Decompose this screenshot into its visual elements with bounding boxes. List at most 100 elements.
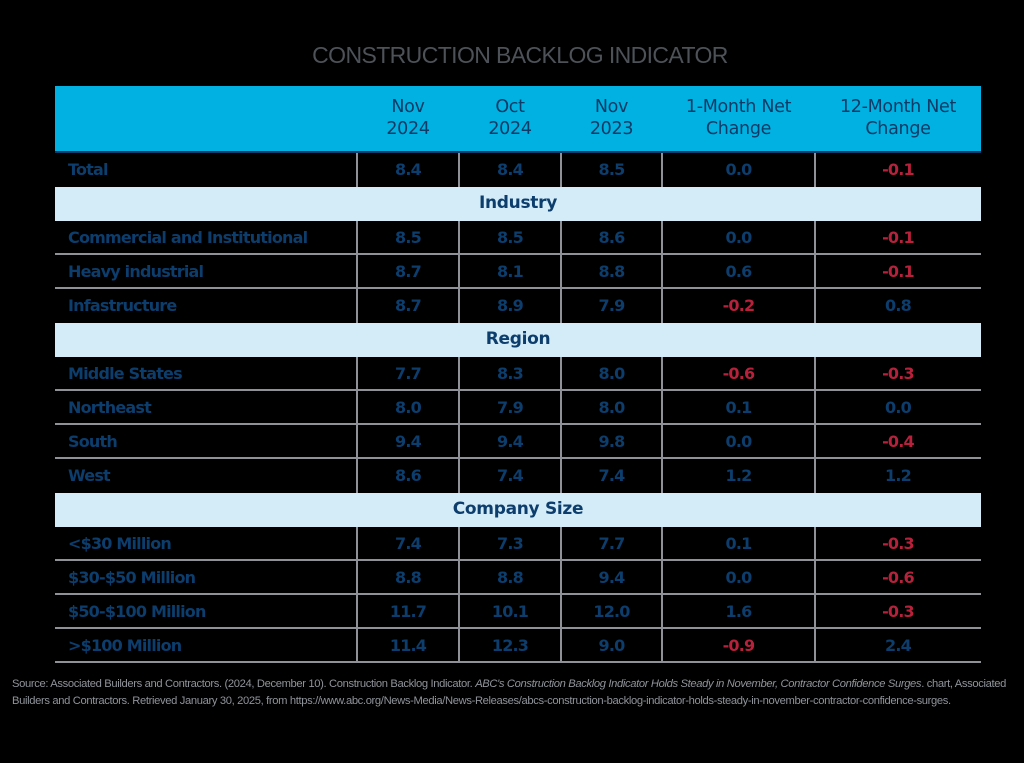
- column-divider: [560, 425, 562, 457]
- value-cell: 8.6: [598, 228, 626, 247]
- value-cell: 7.4: [598, 466, 626, 485]
- column-divider: [661, 255, 663, 287]
- column-divider: [356, 255, 358, 287]
- row-label: Northeast: [68, 398, 152, 417]
- value-cell: 7.4: [497, 466, 524, 485]
- section-band-industry: Industry: [55, 187, 981, 221]
- column-divider: [458, 255, 460, 287]
- column-divider: [814, 255, 816, 287]
- column-divider: [814, 221, 816, 253]
- column-divider: [356, 391, 358, 423]
- value-cell: 0.1: [725, 534, 753, 553]
- section-band-company-size: Company Size: [55, 493, 981, 527]
- value-cell: 8.0: [395, 398, 422, 417]
- value-cell: -0.3: [882, 602, 915, 621]
- column-divider: [356, 629, 358, 661]
- column-divider: [458, 629, 460, 661]
- value-cell: -0.1: [882, 228, 915, 247]
- row-label: $50-$100 Million: [68, 602, 206, 621]
- column-divider: [458, 425, 460, 457]
- column-divider: [814, 289, 816, 323]
- value-cell: 8.0: [598, 398, 626, 417]
- value-cell: -0.1: [882, 262, 915, 281]
- value-cell: 9.8: [598, 432, 626, 451]
- column-divider: [661, 629, 663, 661]
- header-nov-2024: Nov 2024: [386, 97, 430, 139]
- value-cell: 0.6: [725, 262, 753, 281]
- column-divider: [356, 459, 358, 493]
- row-label: $30-$50 Million: [68, 568, 196, 587]
- table-row: $50-$100 Million 11.7 10.1 12.0 1.6 -0.3: [55, 595, 981, 629]
- value-cell: 12.3: [491, 636, 529, 655]
- section-title: Region: [485, 329, 551, 349]
- column-divider: [560, 595, 562, 627]
- value-cell: 1.2: [885, 466, 912, 485]
- column-divider: [560, 391, 562, 423]
- value-cell: 10.1: [491, 602, 529, 621]
- row-label: >$100 Million: [68, 636, 182, 655]
- column-divider: [560, 153, 562, 187]
- column-divider: [356, 527, 358, 559]
- column-divider: [814, 629, 816, 661]
- column-divider: [814, 425, 816, 457]
- value-cell: 0.8: [885, 296, 912, 315]
- column-divider: [458, 221, 460, 253]
- column-divider: [458, 561, 460, 593]
- section-band-region: Region: [55, 323, 981, 357]
- row-label: Middle States: [68, 364, 183, 383]
- column-divider: [458, 153, 460, 187]
- value-cell: 9.0: [598, 636, 626, 655]
- value-cell: 8.5: [497, 228, 524, 247]
- value-cell: 1.2: [725, 466, 753, 485]
- column-divider: [814, 561, 816, 593]
- column-divider: [458, 459, 460, 493]
- header-oct-2024: Oct 2024: [488, 97, 532, 139]
- table-row: <$30 Million 7.4 7.3 7.7 0.1 -0.3: [55, 527, 981, 561]
- value-cell: -0.3: [882, 364, 915, 383]
- column-divider: [661, 425, 663, 457]
- value-cell: 8.8: [395, 568, 422, 587]
- table-header: Nov 2024 Oct 2024 Nov 2023 1-Month Net Chang…: [55, 86, 981, 153]
- value-cell: 9.4: [598, 568, 626, 587]
- column-divider: [814, 459, 816, 493]
- value-cell: 7.3: [497, 534, 524, 553]
- value-cell: 7.4: [395, 534, 422, 553]
- value-cell: 9.4: [497, 432, 524, 451]
- column-divider: [814, 391, 816, 423]
- value-cell: 8.7: [395, 262, 422, 281]
- header-nov-2023: Nov 2023: [589, 97, 634, 139]
- section-title: Company Size: [452, 499, 584, 519]
- value-cell: -0.4: [882, 432, 915, 451]
- column-divider: [458, 289, 460, 323]
- column-divider: [814, 527, 816, 559]
- value-cell: 8.6: [395, 466, 422, 485]
- column-divider: [356, 289, 358, 323]
- row-label: West: [68, 466, 111, 485]
- column-divider: [814, 357, 816, 389]
- column-divider: [356, 153, 358, 187]
- value-cell: 8.1: [497, 262, 524, 281]
- table-row: >$100 Million 11.4 12.3 9.0 -0.9 2.4: [55, 629, 981, 663]
- value-cell: 8.5: [395, 228, 422, 247]
- value-cell: 0.0: [725, 228, 753, 247]
- column-divider: [814, 153, 816, 187]
- source-citation: Source: Associated Builders and Contract…: [12, 678, 1006, 707]
- column-divider: [458, 595, 460, 627]
- value-cell: 1.6: [725, 602, 753, 621]
- column-divider: [661, 221, 663, 253]
- column-divider: [661, 459, 663, 493]
- table-row: $30-$50 Million 8.8 8.8 9.4 0.0 -0.6: [55, 561, 981, 595]
- column-divider: [560, 629, 562, 661]
- column-divider: [661, 527, 663, 559]
- value-cell: 0.0: [725, 568, 753, 587]
- table-row: Northeast 8.0 7.9 8.0 0.1 0.0: [55, 391, 981, 425]
- value-cell: 7.7: [598, 534, 626, 553]
- value-cell: 8.8: [598, 262, 626, 281]
- column-divider: [458, 391, 460, 423]
- value-cell: 0.0: [885, 398, 912, 417]
- column-divider: [356, 595, 358, 627]
- value-cell: 8.3: [497, 364, 524, 383]
- value-cell: 2.4: [885, 636, 912, 655]
- row-label: Heavy industrial: [68, 262, 204, 281]
- value-cell: -0.1: [882, 160, 915, 179]
